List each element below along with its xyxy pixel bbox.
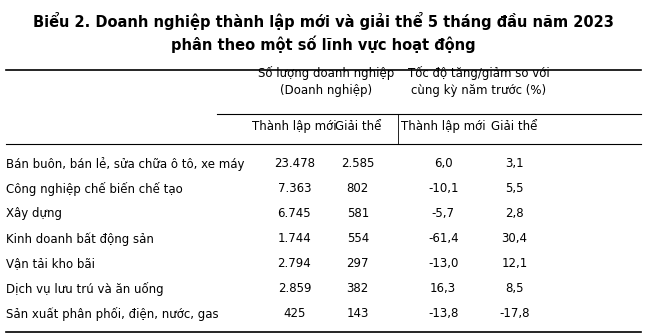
Text: 7.363: 7.363 (278, 182, 311, 195)
Text: Sản xuất phân phối, điện, nước, gas: Sản xuất phân phối, điện, nước, gas (6, 307, 219, 321)
Text: Kinh doanh bất động sản: Kinh doanh bất động sản (6, 232, 155, 245)
Text: 554: 554 (347, 232, 369, 245)
Text: 2.859: 2.859 (278, 283, 311, 295)
Text: 382: 382 (347, 283, 369, 295)
Text: Thành lập mới: Thành lập mới (252, 121, 336, 133)
Text: Vận tải kho bãi: Vận tải kho bãi (6, 258, 96, 270)
Text: 2.585: 2.585 (341, 157, 375, 170)
Text: 3,1: 3,1 (505, 157, 523, 170)
Text: Xây dựng: Xây dựng (6, 207, 63, 220)
Text: Số lượng doanh nghiệp: Số lượng doanh nghiệp (258, 66, 394, 80)
Text: 581: 581 (347, 207, 369, 220)
Text: Giải thể: Giải thể (334, 121, 381, 133)
Text: 802: 802 (347, 182, 369, 195)
Text: 1.744: 1.744 (278, 232, 311, 245)
Text: 6.745: 6.745 (278, 207, 311, 220)
Text: Công nghiệp chế biến chế tạo: Công nghiệp chế biến chế tạo (6, 182, 183, 196)
Text: 297: 297 (347, 258, 369, 270)
Text: 2.794: 2.794 (278, 258, 311, 270)
Text: 2,8: 2,8 (505, 207, 523, 220)
Text: 425: 425 (283, 308, 305, 320)
Text: 8,5: 8,5 (505, 283, 523, 295)
Text: 143: 143 (347, 308, 369, 320)
Text: 5,5: 5,5 (505, 182, 523, 195)
Text: 16,3: 16,3 (430, 283, 456, 295)
Text: phân theo một số lĩnh vực hoạt động: phân theo một số lĩnh vực hoạt động (171, 35, 476, 52)
Text: Giải thể: Giải thể (491, 121, 538, 133)
Text: Bán buôn, bán lẻ, sửa chữa ô tô, xe máy: Bán buôn, bán lẻ, sửa chữa ô tô, xe máy (6, 157, 245, 171)
Text: cùng kỳ năm trước (%): cùng kỳ năm trước (%) (411, 84, 546, 97)
Text: 23.478: 23.478 (274, 157, 315, 170)
Text: 12,1: 12,1 (501, 258, 527, 270)
Text: -17,8: -17,8 (499, 308, 530, 320)
Text: -61,4: -61,4 (428, 232, 459, 245)
Text: -5,7: -5,7 (432, 207, 455, 220)
Text: Dịch vụ lưu trú và ăn uống: Dịch vụ lưu trú và ăn uống (6, 282, 164, 296)
Text: 30,4: 30,4 (501, 232, 527, 245)
Text: -10,1: -10,1 (428, 182, 459, 195)
Text: 6,0: 6,0 (434, 157, 452, 170)
Text: -13,0: -13,0 (428, 258, 458, 270)
Text: (Doanh nghiệp): (Doanh nghiệp) (280, 84, 372, 97)
Text: Tốc độ tăng/giảm so với: Tốc độ tăng/giảm so với (408, 66, 550, 80)
Text: -13,8: -13,8 (428, 308, 458, 320)
Text: Thành lập mới: Thành lập mới (401, 121, 485, 133)
Text: Biểu 2. Doanh nghiệp thành lập mới và giải thể 5 tháng đầu năm 2023: Biểu 2. Doanh nghiệp thành lập mới và gi… (33, 12, 614, 30)
